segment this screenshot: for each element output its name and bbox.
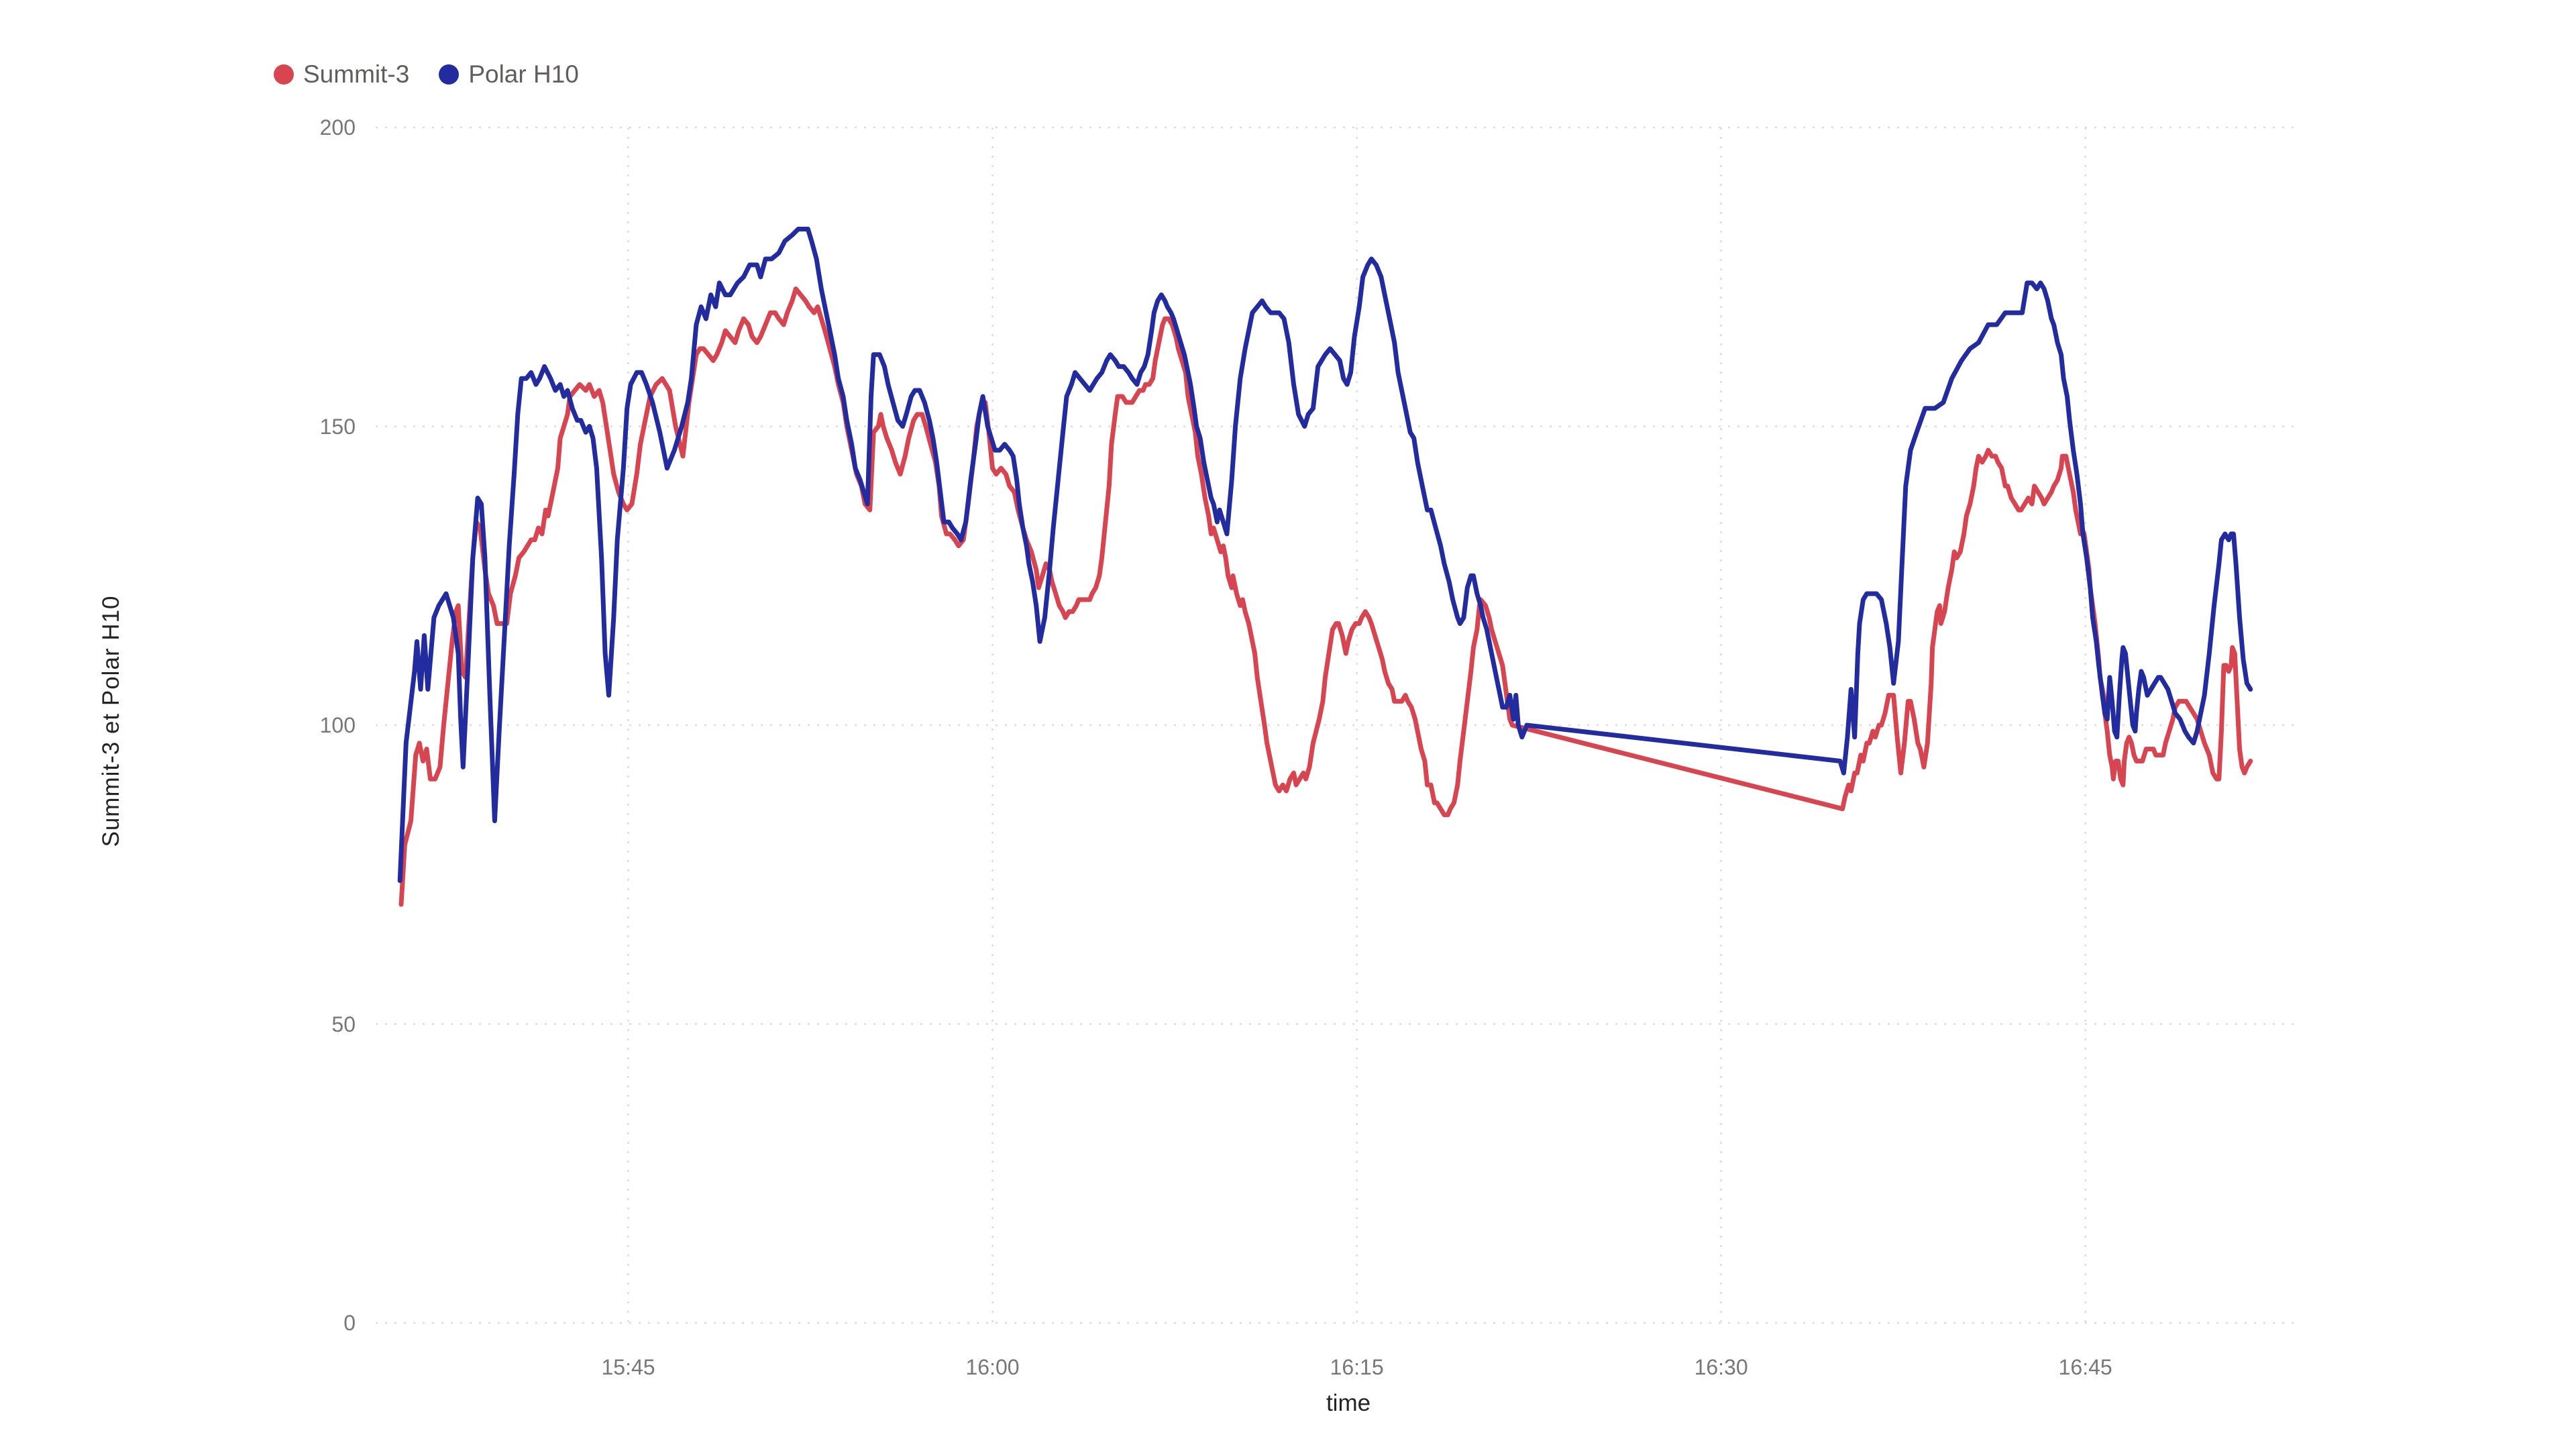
y-tick-150: 150 bbox=[319, 414, 356, 439]
x-tick-16:30: 16:30 bbox=[1694, 1355, 1748, 1379]
legend-dot-summit3-icon bbox=[274, 64, 294, 85]
x-tick-16:45: 16:45 bbox=[2058, 1355, 2112, 1379]
series-line-polar-h10 bbox=[397, 227, 2253, 883]
y-axis-title: Summit-3 et Polar H10 bbox=[98, 595, 124, 847]
legend-item-polar-h10[interactable]: Polar H10 bbox=[439, 62, 579, 87]
legend-dot-polar-h10-icon bbox=[439, 64, 460, 85]
y-tick-100: 100 bbox=[319, 713, 356, 737]
y-tick-0: 0 bbox=[343, 1311, 356, 1335]
chart-legend: Summit-3 Polar H10 bbox=[274, 62, 579, 87]
legend-label-summit3: Summit-3 bbox=[303, 60, 410, 88]
series-line-summit-3 bbox=[398, 286, 2253, 907]
x-tick-15:45: 15:45 bbox=[601, 1355, 655, 1379]
x-axis-title: time bbox=[1326, 1390, 1371, 1416]
legend-label-polar-h10: Polar H10 bbox=[468, 60, 579, 88]
y-tick-50: 50 bbox=[331, 1012, 356, 1036]
x-tick-16:15: 16:15 bbox=[1330, 1355, 1384, 1379]
x-tick-16:00: 16:00 bbox=[965, 1355, 1020, 1379]
y-tick-200: 200 bbox=[319, 115, 356, 140]
legend-item-summit3[interactable]: Summit-3 bbox=[274, 62, 409, 87]
